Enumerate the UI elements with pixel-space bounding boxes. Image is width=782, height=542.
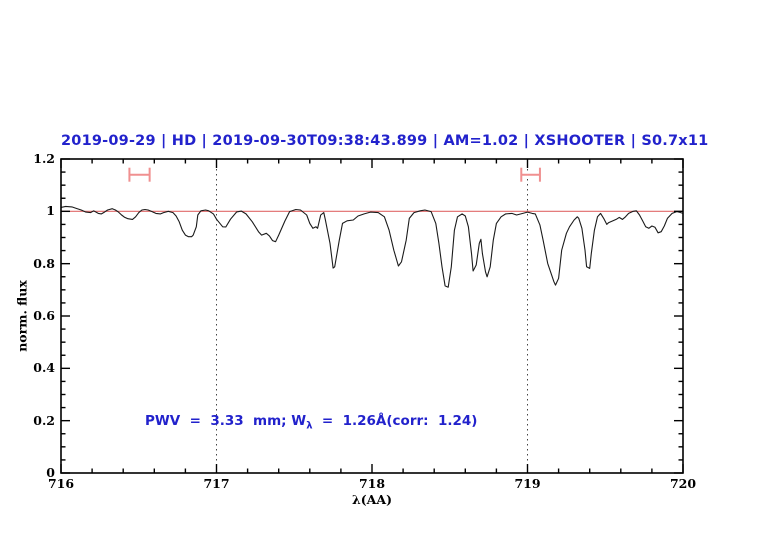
pwv-annotation-subscript: λ	[306, 420, 313, 432]
x-axis-label: λ(AA)	[352, 492, 392, 507]
x-tick-label: 718	[358, 476, 386, 491]
pwv-annotation-suffix: = 1.26Å(corr: 1.24)	[312, 413, 478, 429]
pwv-window-marker	[520, 167, 541, 182]
y-tick-label: 0.2	[33, 412, 55, 428]
x-tick-label: 719	[514, 476, 541, 491]
x-tick-label: 716	[47, 476, 75, 491]
y-tick-label: 1	[46, 203, 55, 219]
pwv-annotation: PWV = 3.33 mm; Wλ = 1.26Å(corr: 1.24)	[145, 413, 477, 432]
plot-title: 2019-09-29 | HD | 2019-09-30T09:38:43.89…	[61, 133, 709, 149]
y-tick-label: 0.4	[33, 360, 55, 376]
y-tick-label: 0	[46, 465, 55, 480]
spectrum-line	[60, 205, 684, 288]
y-tick-label: 0.8	[33, 255, 55, 271]
x-tick-label: 717	[203, 476, 230, 491]
x-tick-label: 720	[669, 476, 697, 491]
pwv-annotation-prefix: PWV = 3.33 mm; W	[145, 413, 307, 429]
pwv-window-marker	[128, 167, 151, 182]
y-tick-label: 1.2	[33, 151, 55, 166]
y-tick-label: 0.6	[33, 308, 55, 323]
